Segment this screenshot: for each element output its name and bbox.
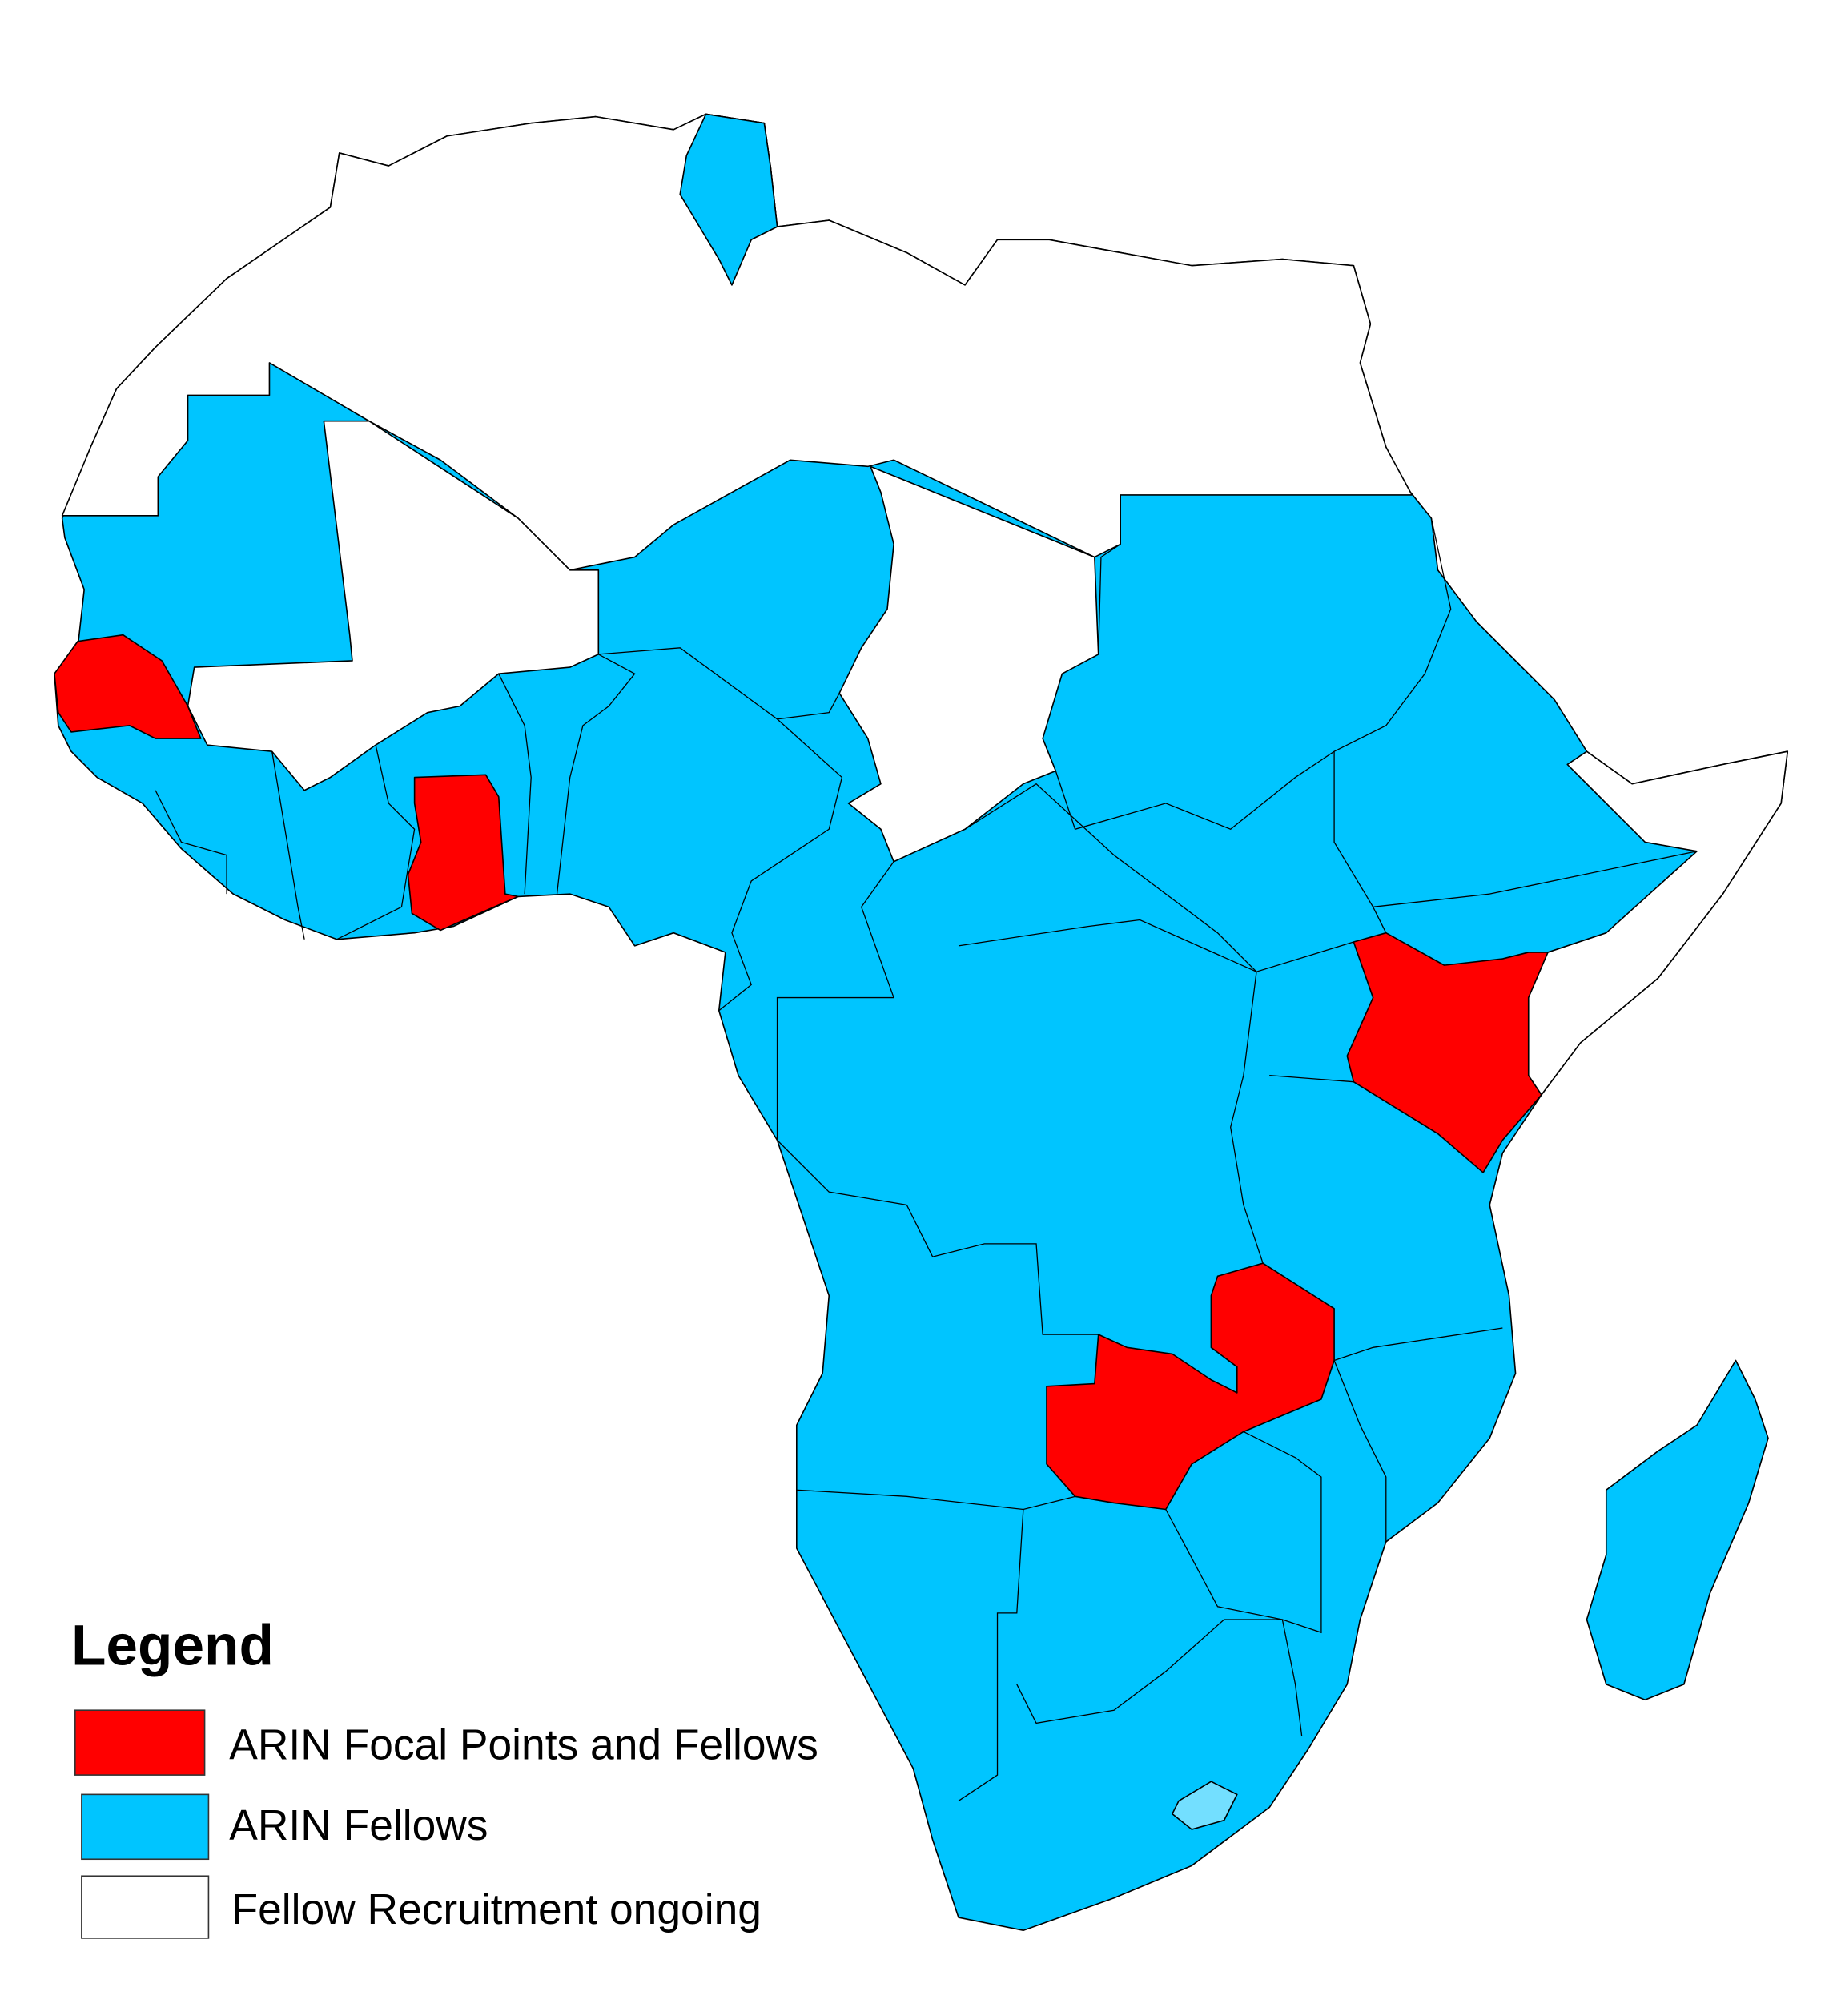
legend-label-ongoing: Fellow Recruitment ongoing [232, 1886, 762, 1934]
country-lesotho [1172, 1781, 1238, 1830]
legend-label-fellows: ARIN Fellows [229, 1802, 488, 1849]
country-ghana [407, 774, 519, 932]
country-mali [187, 420, 600, 791]
legend-swatch-focal [74, 1709, 206, 1776]
legend-swatch-ongoing [81, 1875, 210, 1939]
country-senegal [54, 634, 202, 739]
north-africa-ongoing [61, 113, 1413, 571]
legend-label-focal: ARIN Focal Points and Fellows [229, 1722, 818, 1769]
legend-title: Legend [71, 1615, 274, 1678]
country-tunisia [679, 113, 778, 286]
country-zambia-malawi [1046, 1262, 1335, 1511]
legend-swatch-fellows [81, 1793, 210, 1861]
country-kenya [1346, 932, 1549, 1173]
country-madagascar [1586, 1359, 1769, 1701]
legend: Legend ARIN Focal Points and Fellows ARI… [71, 1615, 818, 1939]
country-chad [838, 465, 1099, 863]
country-borders [155, 517, 1698, 1801]
